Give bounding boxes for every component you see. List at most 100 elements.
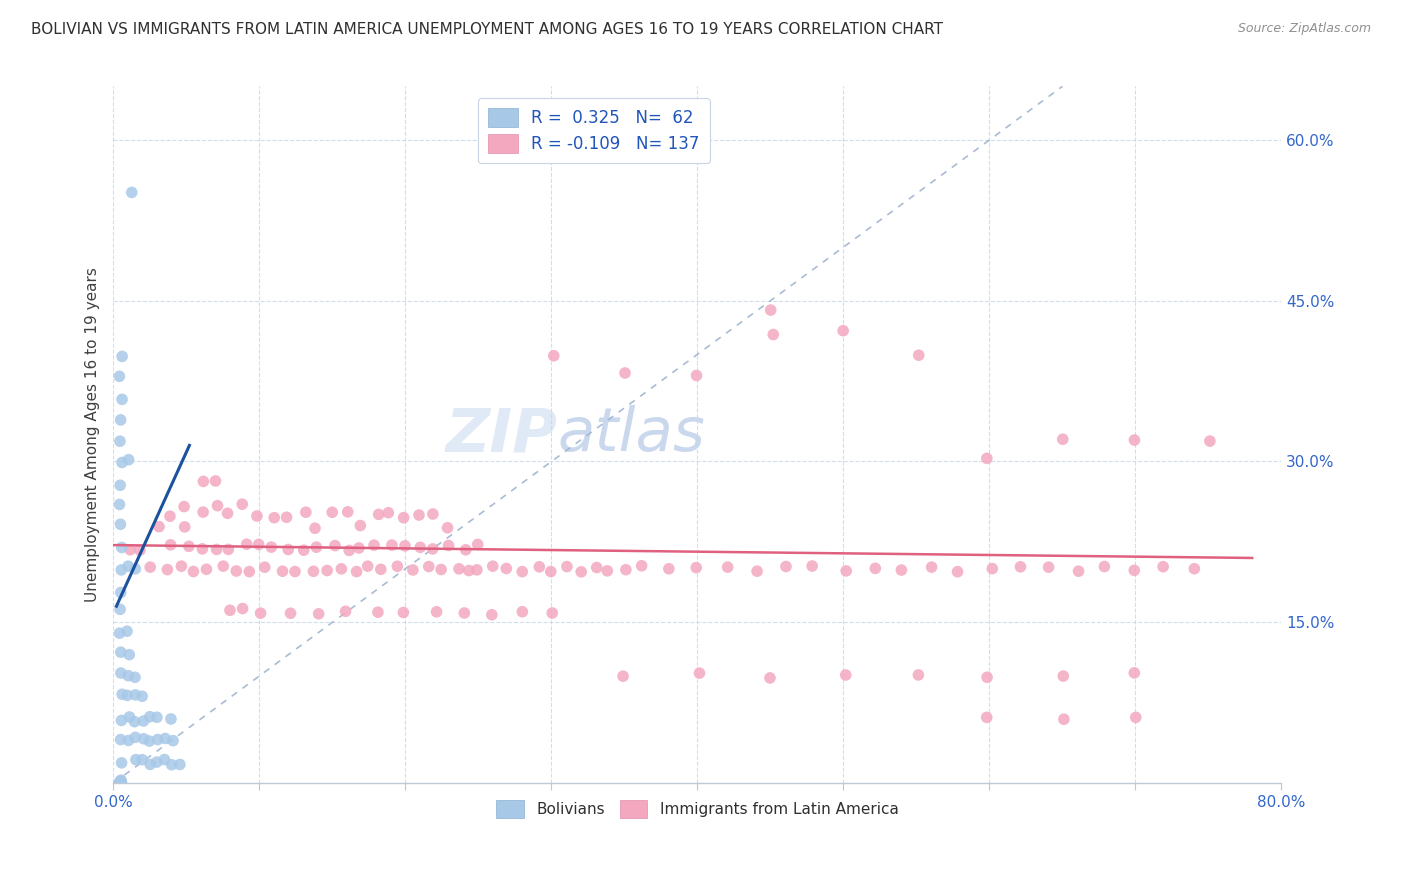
Point xyxy=(685,560,707,574)
Point xyxy=(110,665,132,680)
Point xyxy=(110,776,132,790)
Point xyxy=(481,607,503,622)
Point xyxy=(110,563,132,577)
Point xyxy=(110,585,132,599)
Point xyxy=(890,563,912,577)
Point xyxy=(232,601,254,615)
Point xyxy=(426,605,449,619)
Point xyxy=(614,563,637,577)
Point xyxy=(1052,432,1074,446)
Point xyxy=(110,773,132,788)
Point xyxy=(139,709,162,723)
Point xyxy=(131,690,153,704)
Point xyxy=(225,564,247,578)
Point xyxy=(1038,560,1060,574)
Point xyxy=(108,775,131,789)
Point xyxy=(124,562,146,576)
Point xyxy=(762,327,785,342)
Point xyxy=(193,475,215,489)
Point xyxy=(183,565,205,579)
Point xyxy=(387,559,409,574)
Text: Source: ZipAtlas.com: Source: ZipAtlas.com xyxy=(1237,22,1371,36)
Point xyxy=(292,543,315,558)
Point xyxy=(422,541,444,556)
Point xyxy=(495,561,517,575)
Point xyxy=(305,540,328,554)
Point xyxy=(543,349,565,363)
Point xyxy=(363,538,385,552)
Point xyxy=(801,559,824,574)
Point xyxy=(280,606,302,620)
Point xyxy=(392,606,415,620)
Point xyxy=(111,350,134,364)
Point xyxy=(276,510,298,524)
Point xyxy=(357,559,380,574)
Point xyxy=(745,564,768,578)
Point xyxy=(295,505,318,519)
Point xyxy=(392,510,415,524)
Point xyxy=(921,560,943,574)
Point xyxy=(302,564,325,578)
Point xyxy=(132,731,155,746)
Point xyxy=(418,559,440,574)
Point xyxy=(231,497,253,511)
Point xyxy=(832,324,855,338)
Point xyxy=(408,508,430,522)
Point xyxy=(110,645,132,659)
Point xyxy=(117,559,139,574)
Point xyxy=(330,562,353,576)
Point xyxy=(321,505,343,519)
Point xyxy=(1199,434,1222,448)
Point xyxy=(271,564,294,578)
Point xyxy=(394,539,416,553)
Text: ZIP: ZIP xyxy=(446,405,557,464)
Point xyxy=(402,563,425,577)
Point xyxy=(159,538,181,552)
Point xyxy=(156,563,179,577)
Point xyxy=(219,603,242,617)
Point xyxy=(205,542,228,557)
Point xyxy=(430,562,453,576)
Text: atlas: atlas xyxy=(557,405,706,464)
Point xyxy=(284,565,307,579)
Point xyxy=(110,756,132,770)
Point xyxy=(835,564,858,578)
Point xyxy=(110,775,132,789)
Point xyxy=(454,542,477,557)
Point xyxy=(155,731,177,746)
Point xyxy=(510,565,533,579)
Point xyxy=(212,559,235,574)
Point xyxy=(529,559,551,574)
Point xyxy=(658,562,681,576)
Point xyxy=(110,776,132,790)
Point xyxy=(381,538,404,552)
Point xyxy=(235,537,257,551)
Point xyxy=(1053,712,1076,726)
Point xyxy=(1152,559,1174,574)
Point xyxy=(117,689,139,703)
Point xyxy=(336,505,359,519)
Point xyxy=(614,366,637,380)
Point xyxy=(131,753,153,767)
Point xyxy=(108,434,131,449)
Point xyxy=(110,776,132,790)
Point xyxy=(124,714,146,729)
Point xyxy=(277,542,299,557)
Point xyxy=(124,688,146,702)
Point xyxy=(569,565,592,579)
Point xyxy=(207,499,229,513)
Point xyxy=(129,543,152,558)
Point xyxy=(260,540,283,554)
Point xyxy=(173,520,195,534)
Point xyxy=(1125,710,1147,724)
Point xyxy=(337,543,360,558)
Point xyxy=(349,518,371,533)
Point xyxy=(169,757,191,772)
Point xyxy=(907,668,929,682)
Point xyxy=(585,560,607,574)
Point xyxy=(238,565,260,579)
Point xyxy=(191,541,214,556)
Point xyxy=(108,602,131,616)
Point xyxy=(173,500,195,514)
Point xyxy=(541,606,564,620)
